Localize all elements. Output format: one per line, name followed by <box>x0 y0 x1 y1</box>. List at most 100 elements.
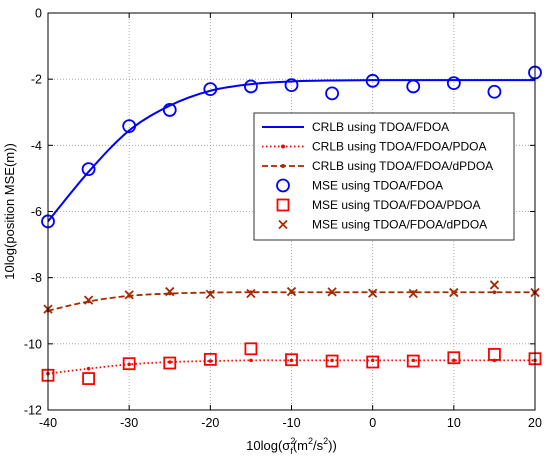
x-stroke <box>408 288 418 299</box>
x-label-units-tail: /s <box>313 438 324 453</box>
x-stroke <box>286 286 297 297</box>
y-tick-label: -8 <box>31 271 42 285</box>
line-point <box>452 358 456 363</box>
x-tick-label: 20 <box>528 416 542 430</box>
data-point <box>165 286 175 297</box>
data-point <box>365 73 380 88</box>
legend-label: MSE using TDOA/FDOA <box>312 179 443 193</box>
x-label-units: (m <box>293 438 308 453</box>
line-point <box>492 290 497 295</box>
x-stroke <box>165 286 175 297</box>
series-layer <box>41 65 542 385</box>
data-point <box>408 288 418 299</box>
data-point <box>244 342 258 356</box>
x-tick-label: 0 <box>369 416 376 430</box>
line-point <box>127 362 131 367</box>
y-tick-label: -2 <box>31 73 42 87</box>
data-point <box>406 354 420 368</box>
series-0 <box>47 79 535 223</box>
series-4 <box>41 342 542 385</box>
y-tick-label: -4 <box>31 139 42 153</box>
data-point <box>368 288 378 298</box>
y-tick-label: -6 <box>31 205 42 219</box>
plot-frame <box>47 12 536 411</box>
x-label-close: )) <box>328 438 337 453</box>
data-point <box>203 82 218 96</box>
y-tick-label: 0 <box>35 7 42 21</box>
data-point <box>286 286 297 297</box>
data-point <box>246 288 256 299</box>
x-stroke <box>489 280 500 290</box>
data-point <box>82 372 95 385</box>
legend-label: MSE using TDOA/FDOA/dPDOA <box>312 218 487 232</box>
line-point <box>167 360 172 364</box>
data-point <box>122 357 136 371</box>
tick-labels: -40 -30 -20 -10 0 10 20-12-10-8-6-4-20 <box>24 7 542 431</box>
legend-label: CRLB using TDOA/FDOA/dPDOA <box>312 159 493 173</box>
legend-box <box>253 112 515 241</box>
x-tick-label: -40 <box>39 416 57 430</box>
data-point <box>447 351 461 365</box>
series-line <box>47 79 535 223</box>
data-point <box>162 103 177 117</box>
data-point <box>284 78 299 93</box>
data-point <box>83 295 94 305</box>
data-point <box>205 289 215 299</box>
data-point <box>203 352 217 366</box>
data-point <box>81 162 96 177</box>
x-stroke <box>278 219 288 230</box>
x-stroke <box>368 288 378 298</box>
x-tick-label: -30 <box>120 416 138 430</box>
legend-marker <box>278 219 288 230</box>
series-line <box>47 359 535 375</box>
x-label-units-sup: 2 <box>308 436 313 446</box>
data-point <box>124 290 134 300</box>
x-axis-label: 10log(σ2 f(m2/s2)) <box>246 436 337 456</box>
data-point <box>406 79 421 94</box>
x-label-units-sup2: 2 <box>323 436 328 446</box>
line-point <box>370 358 375 363</box>
data-point <box>325 354 339 368</box>
x-stroke <box>205 289 215 299</box>
legend-marker <box>276 178 290 193</box>
x-stroke <box>327 287 337 297</box>
x-stroke <box>124 290 134 300</box>
legend-line-point <box>281 144 285 149</box>
legend-marker <box>276 198 290 212</box>
data-point <box>488 348 501 361</box>
series-3 <box>41 65 542 229</box>
legend-label: CRLB using TDOA/FDOA/PDOA <box>312 140 487 154</box>
data-point <box>244 79 258 94</box>
data-point <box>163 356 177 370</box>
x-tick-label: -20 <box>201 416 219 430</box>
data-point <box>285 353 298 367</box>
data-point <box>487 84 502 99</box>
y-tick-label: -12 <box>24 404 42 418</box>
data-point <box>449 287 459 298</box>
x-tick-label: 10 <box>447 416 461 430</box>
x-label-sub: f <box>290 446 293 456</box>
legend-label: CRLB using TDOA/FDOA <box>312 120 449 134</box>
x-label-sup: 2 <box>290 436 295 446</box>
line-point <box>411 358 416 363</box>
x-stroke <box>83 295 94 305</box>
y-axis-label: 10log(position MSE(m)) <box>2 143 17 280</box>
data-point <box>327 287 337 297</box>
series-1 <box>46 358 537 376</box>
line-point <box>289 358 294 363</box>
y-tick-label: -10 <box>24 337 42 351</box>
line-point <box>330 358 334 363</box>
legend-line-point <box>281 164 285 168</box>
legend-label: MSE using TDOA/FDOA/PDOA <box>312 198 481 212</box>
data-point <box>325 86 339 101</box>
x-stroke <box>449 287 459 298</box>
legend: CRLB using TDOA/FDOA CRLB using TDOA/FDOA… <box>253 112 515 241</box>
x-stroke <box>246 288 256 299</box>
x-label-base: 10log( <box>246 438 283 453</box>
series-5 <box>43 280 540 314</box>
data-point <box>122 119 137 134</box>
data-point <box>366 355 380 369</box>
data-point <box>446 76 461 91</box>
line-point <box>249 358 253 363</box>
